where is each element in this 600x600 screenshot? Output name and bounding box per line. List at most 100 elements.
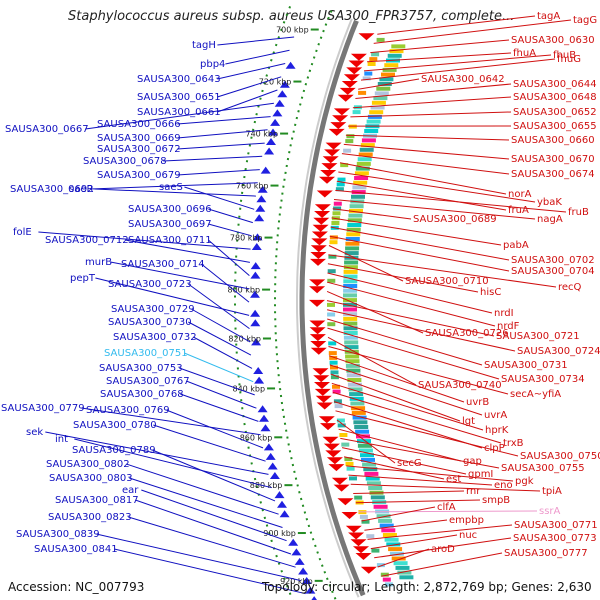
left-gene-label: SAUSA300_0823 bbox=[48, 512, 132, 523]
gene-arrow-forward bbox=[341, 81, 358, 88]
right-gene-label: SAUSA300_0755 bbox=[501, 463, 585, 474]
right-label-connector bbox=[328, 346, 509, 395]
left-label-connector bbox=[217, 63, 286, 80]
right-label-connector bbox=[327, 318, 483, 366]
feature-block bbox=[369, 110, 384, 115]
feature-block bbox=[368, 486, 383, 490]
gene-arrow-forward bbox=[322, 156, 339, 164]
map-title: Staphylococcus aureus subsp. aureus USA3… bbox=[68, 9, 515, 24]
gene-arrow-forward bbox=[355, 553, 372, 560]
feature-block bbox=[399, 575, 414, 580]
left-label-connector bbox=[225, 49, 290, 65]
feature-block bbox=[327, 269, 336, 274]
gene-arrow-reverse bbox=[254, 214, 265, 222]
gene-arrow-forward bbox=[326, 457, 343, 465]
feature-block bbox=[386, 542, 401, 547]
gene-arrow-forward bbox=[353, 546, 369, 554]
feature-block bbox=[376, 86, 391, 91]
gene-arrow-reverse bbox=[260, 166, 271, 174]
left-label-connector bbox=[193, 336, 253, 369]
gene-arrow-forward bbox=[322, 436, 339, 444]
right-gene-label: SAUSA300_0773 bbox=[513, 533, 597, 544]
feature-block bbox=[371, 100, 386, 105]
feature-block bbox=[343, 331, 358, 335]
feature-block bbox=[327, 322, 336, 327]
gene-arrow-reverse bbox=[288, 538, 299, 546]
right-gene-label: nrdF bbox=[497, 321, 520, 332]
gene-arrow-forward bbox=[341, 512, 358, 519]
feature-block bbox=[332, 384, 340, 389]
feature-block bbox=[332, 211, 341, 216]
gene-arrow-forward bbox=[314, 204, 331, 212]
left-gene-label: int bbox=[55, 434, 68, 445]
feature-block bbox=[361, 138, 376, 143]
feature-block bbox=[343, 274, 358, 279]
feature-block bbox=[330, 370, 339, 375]
feature-block bbox=[360, 143, 375, 148]
right-label-connector bbox=[361, 506, 436, 522]
feature-block bbox=[343, 307, 357, 312]
right-label-connector bbox=[367, 52, 512, 63]
right-gene-label: secG bbox=[397, 458, 422, 469]
gene-arrow-forward bbox=[339, 87, 356, 95]
feature-block bbox=[358, 448, 373, 453]
feature-block bbox=[344, 340, 359, 345]
feature-block bbox=[343, 265, 358, 270]
right-gene-label: SAUSA300_0731 bbox=[484, 360, 568, 371]
right-gene-label: clfA bbox=[437, 502, 456, 513]
right-label-connector bbox=[352, 96, 512, 109]
gene-arrow-forward bbox=[330, 122, 347, 130]
feature-block bbox=[339, 433, 348, 437]
feature-block bbox=[354, 425, 369, 429]
left-gene-label: SAUSA300_0697 bbox=[128, 219, 212, 230]
left-gene-label: SAUSA300_0802 bbox=[46, 459, 130, 470]
right-label-connector bbox=[350, 483, 541, 492]
gene-arrow-reverse bbox=[268, 128, 278, 136]
right-gene-label: uvrA bbox=[484, 410, 507, 421]
feature-block bbox=[345, 359, 360, 364]
feature-block bbox=[353, 180, 368, 185]
feature-block bbox=[380, 572, 389, 577]
gene-arrow-reverse bbox=[257, 185, 268, 193]
left-label-connector bbox=[191, 308, 251, 343]
right-label-connector bbox=[338, 171, 536, 203]
right-label-connector bbox=[358, 78, 420, 90]
feature-block bbox=[330, 365, 338, 370]
left-gene-label: SAUSA300_0711 bbox=[128, 235, 212, 246]
feature-block bbox=[343, 316, 358, 321]
right-gene-label: SAUSA300_0642 bbox=[421, 74, 505, 85]
gene-arrow-forward bbox=[315, 395, 332, 403]
feature-block bbox=[393, 561, 408, 566]
right-gene-label: SAUSA300_0644 bbox=[513, 79, 597, 90]
feature-block bbox=[328, 341, 337, 346]
right-gene-label: SAUSA300_0674 bbox=[511, 169, 595, 180]
feature-block bbox=[367, 114, 382, 119]
right-gene-label: recQ bbox=[558, 282, 582, 293]
right-gene-label: gpmI bbox=[468, 469, 493, 480]
gene-arrow-reverse bbox=[311, 596, 317, 600]
feature-block bbox=[327, 278, 336, 283]
left-gene-label: SAUSA300_0803 bbox=[49, 473, 133, 484]
accession-label: Accession: NC_007793 bbox=[8, 580, 145, 594]
left-label-connector bbox=[85, 102, 274, 130]
feature-block bbox=[343, 302, 357, 307]
left-label-connector bbox=[200, 263, 250, 303]
feature-block bbox=[376, 514, 391, 519]
left-gene-label: SAUSA300_0729 bbox=[111, 304, 195, 315]
feature-block bbox=[336, 418, 345, 423]
left-gene-label: SAUSA300_0753 bbox=[99, 363, 183, 374]
feature-block bbox=[347, 382, 362, 387]
right-gene-label: fruA bbox=[508, 205, 529, 216]
right-label-connector bbox=[364, 519, 448, 531]
feature-block bbox=[389, 551, 404, 556]
kbp-tick-label: 700 kbp bbox=[276, 26, 309, 35]
right-label-connector bbox=[328, 355, 465, 403]
feature-block bbox=[333, 399, 342, 404]
feature-block bbox=[356, 434, 370, 439]
feature-block bbox=[349, 208, 363, 213]
right-gene-label: secA~yfiA bbox=[510, 389, 561, 400]
gene-arrow-forward bbox=[311, 231, 328, 239]
right-label-connector bbox=[353, 490, 465, 494]
right-gene-label: rnr bbox=[466, 486, 481, 497]
left-label-connector bbox=[177, 169, 260, 176]
